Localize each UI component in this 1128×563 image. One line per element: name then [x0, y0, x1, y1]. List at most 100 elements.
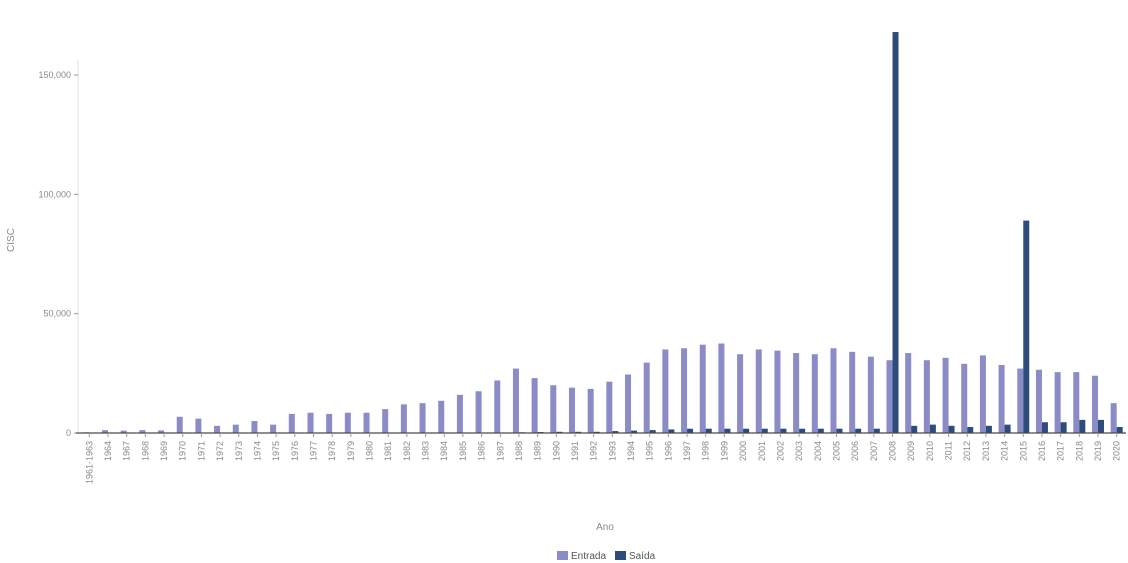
x-tick-label: 2020	[1112, 441, 1122, 461]
y-tick-label: 0	[66, 428, 71, 438]
bar-entrada	[923, 360, 930, 433]
x-tick-label: 2001	[757, 441, 767, 461]
bar-entrada	[158, 430, 165, 433]
x-tick-label: 2016	[1037, 441, 1047, 461]
bar-saida	[1041, 422, 1048, 433]
x-axis-title: Ano	[596, 522, 614, 533]
x-tick-label: 1982	[402, 441, 412, 461]
bar-entrada	[998, 364, 1005, 433]
bar-entrada	[344, 412, 351, 433]
bar-saida	[911, 425, 918, 433]
bar-entrada	[438, 400, 445, 433]
bar-saida	[929, 424, 936, 433]
bar-saida	[743, 428, 750, 433]
bar-entrada	[512, 368, 519, 433]
bar-entrada	[867, 356, 874, 433]
bar-entrada	[718, 343, 725, 433]
x-tick-label: 1969	[159, 441, 169, 461]
x-axis: 1961-1963 1964 1967 1968 1969 1970 1971 1972 197…	[76, 432, 1126, 484]
x-tick-label: 1993	[607, 441, 617, 461]
x-tick-label: 2003	[794, 441, 804, 461]
bar-entrada	[1054, 372, 1061, 433]
bar-saida	[799, 428, 806, 433]
bar-entrada	[1035, 369, 1042, 433]
bar-entrada	[456, 394, 463, 433]
bar-entrada	[568, 387, 575, 433]
bar-saida	[761, 428, 768, 433]
x-tick-label: 1964	[103, 441, 113, 461]
bar-entrada	[400, 404, 407, 433]
x-tick-label: 2005	[831, 441, 841, 461]
bar-entrada	[139, 430, 146, 433]
x-tick-label: 2019	[1093, 441, 1103, 461]
bar-entrada	[1073, 372, 1080, 433]
x-tick-label: 1985	[458, 441, 468, 461]
x-tick-label: 2002	[775, 441, 785, 461]
bar-entrada	[214, 425, 221, 433]
bar-entrada	[587, 388, 594, 433]
bar-entrada	[307, 412, 314, 433]
bar-saida	[1097, 419, 1104, 433]
bar-entrada	[251, 421, 258, 433]
bar-entrada	[1017, 368, 1024, 433]
bar-entrada	[363, 412, 370, 433]
x-tick-label: 2017	[1056, 441, 1066, 461]
bar-saida	[948, 425, 955, 433]
bars-group	[83, 32, 1123, 433]
bar-entrada	[531, 378, 538, 433]
bar-entrada	[550, 385, 557, 433]
bar-saida	[873, 428, 880, 433]
bar-entrada	[755, 349, 762, 433]
x-tick-label: 1980	[365, 441, 375, 461]
bar-entrada	[681, 348, 688, 433]
bar-entrada	[849, 351, 856, 433]
bar-saida	[817, 428, 824, 433]
bar-entrada	[961, 363, 968, 433]
bar-entrada	[643, 362, 650, 433]
x-tick-label: 1978	[327, 441, 337, 461]
bar-saida	[724, 428, 731, 433]
x-tick-label: 1971	[196, 441, 206, 461]
x-tick-label: 1967	[122, 441, 132, 461]
bar-saida	[985, 425, 992, 433]
bar-saida	[1079, 419, 1086, 433]
bar-entrada	[737, 354, 744, 433]
bar-entrada	[102, 430, 109, 433]
x-tick-label: 2004	[813, 441, 823, 461]
bar-saida	[1023, 220, 1030, 433]
x-tick-label: 1986	[477, 441, 487, 461]
y-tick-label: 50,000	[43, 309, 71, 319]
x-tick-label: 1992	[589, 441, 599, 461]
bar-entrada	[475, 391, 482, 433]
x-tick-label: 1989	[533, 441, 543, 461]
x-tick-label: 1968	[140, 441, 150, 461]
x-tick-label: 2000	[738, 441, 748, 461]
bar-entrada	[382, 409, 389, 433]
bar-entrada	[606, 381, 613, 433]
bar-entrada	[288, 413, 295, 433]
x-tick-label: 1994	[626, 441, 636, 461]
bar-saida	[836, 428, 843, 433]
bar-saida	[967, 427, 974, 433]
bar-saida	[1004, 424, 1011, 433]
x-tick-label: 1998	[701, 441, 711, 461]
bar-saida	[687, 428, 694, 433]
x-tick-label: 2012	[962, 441, 972, 461]
bar-entrada	[830, 348, 837, 433]
x-tick-label: 1970	[178, 441, 188, 461]
bar-entrada	[699, 344, 706, 433]
x-tick-label: 1977	[308, 441, 318, 461]
x-tick-label: 1995	[645, 441, 655, 461]
x-tick-label: 2010	[925, 441, 935, 461]
legend-swatch	[557, 551, 568, 560]
x-tick-label: 1979	[346, 441, 356, 461]
bar-entrada	[232, 424, 239, 433]
x-tick-label: 1972	[215, 441, 225, 461]
bar-saida	[780, 428, 787, 433]
bar-saida	[668, 429, 675, 433]
x-tick-label: 1988	[514, 441, 524, 461]
bar-entrada	[1110, 403, 1117, 433]
bar-entrada	[176, 416, 183, 433]
x-tick-label: 1990	[551, 441, 561, 461]
